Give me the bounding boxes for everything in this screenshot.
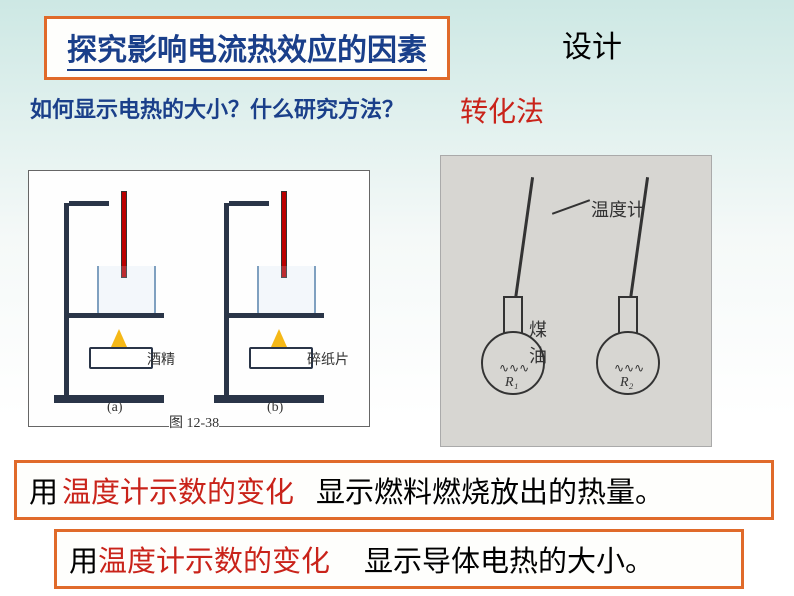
fuel-label-b: 碎纸片 bbox=[307, 349, 349, 369]
liquid-label-1: 煤油 bbox=[529, 316, 547, 368]
sentence-2-box: 用温度计示数的变化 显示导体电热的大小。 bbox=[54, 529, 744, 589]
r2-label: R₂ bbox=[620, 375, 633, 391]
s2-p1: 用 bbox=[69, 546, 98, 578]
page-title: 探究影响电流热效应的因素 bbox=[67, 34, 427, 71]
r1-label: R₁ bbox=[505, 375, 518, 391]
diagram-label-b: (b) bbox=[267, 400, 283, 416]
s2-highlight: 温度计示数的变化 bbox=[98, 546, 330, 578]
resistor-flask-diagram: 温度计 ∿∿∿ R₁ 煤油 ∿∿∿ R₂ bbox=[440, 155, 712, 447]
design-label: 设计 bbox=[562, 22, 622, 66]
diagram-label-a: (a) bbox=[107, 400, 123, 416]
sentence-1-box: 用 温度计示数的变化 显示燃料燃烧放出的热量。 bbox=[14, 460, 774, 520]
method-text: 转化法 bbox=[460, 90, 544, 130]
s1-highlight: 温度计示数的变化 bbox=[62, 477, 294, 509]
fuel-label-a: 酒精 bbox=[147, 349, 175, 369]
title-box: 探究影响电流热效应的因素 bbox=[44, 16, 450, 80]
s2-p2: 显示导体电热的大小。 bbox=[364, 546, 654, 578]
thermometer-label: 温度计 bbox=[591, 196, 645, 222]
diagram-caption: 图 12-38 bbox=[169, 412, 219, 432]
s1-p2: 显示燃料燃烧放出的热量。 bbox=[316, 477, 664, 509]
combustion-diagram: 酒精 (a) 碎纸片 (b) 图 12-38 bbox=[28, 170, 370, 427]
question-text: 如何显示电热的大小？什么研究方法？ bbox=[30, 92, 404, 124]
s1-p1: 用 bbox=[29, 477, 58, 509]
